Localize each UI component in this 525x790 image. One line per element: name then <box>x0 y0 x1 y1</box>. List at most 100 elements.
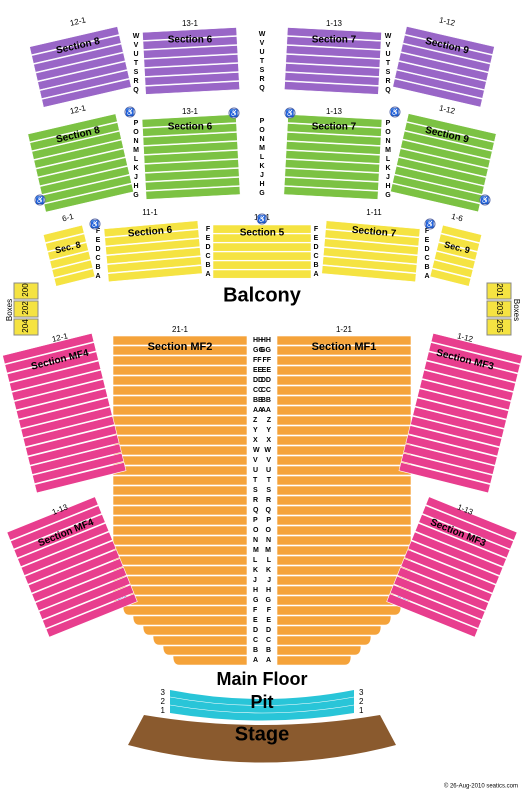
svg-text:J: J <box>134 174 138 181</box>
svg-text:V: V <box>260 40 265 47</box>
svg-text:N: N <box>385 138 390 145</box>
svg-text:E: E <box>206 235 211 242</box>
svg-text:W: W <box>253 447 260 454</box>
svg-text:A: A <box>253 657 258 664</box>
svg-text:1-21: 1-21 <box>336 325 353 334</box>
svg-text:DD: DD <box>261 377 271 384</box>
svg-text:G: G <box>259 190 265 197</box>
svg-text:X: X <box>266 437 271 444</box>
svg-text:H: H <box>266 587 271 594</box>
svg-text:U: U <box>133 51 138 58</box>
svg-text:P: P <box>386 120 391 127</box>
svg-text:205: 205 <box>495 319 504 333</box>
svg-text:B: B <box>205 262 210 269</box>
svg-text:C: C <box>313 253 318 260</box>
svg-text:Boxes: Boxes <box>5 299 14 321</box>
svg-text:1-13: 1-13 <box>326 19 343 28</box>
seating-chart: StagePit321321Main FloorHHHHGGGGFFFFEEEE… <box>0 0 525 790</box>
svg-text:1: 1 <box>359 706 364 715</box>
svg-text:M: M <box>253 547 259 554</box>
svg-text:O: O <box>133 129 139 136</box>
svg-text:T: T <box>260 58 265 65</box>
svg-text:Q: Q <box>385 87 391 94</box>
svg-text:♿: ♿ <box>230 108 239 117</box>
svg-text:K: K <box>253 567 258 574</box>
svg-text:L: L <box>260 154 265 161</box>
svg-text:♿: ♿ <box>426 219 435 228</box>
svg-text:L: L <box>134 156 139 163</box>
svg-text:J: J <box>386 174 390 181</box>
svg-text:13-1: 13-1 <box>182 19 199 28</box>
svg-text:M: M <box>265 547 271 554</box>
svg-text:K: K <box>259 163 264 170</box>
svg-text:Stage: Stage <box>235 723 289 745</box>
svg-text:1: 1 <box>161 706 166 715</box>
svg-text:G: G <box>385 192 391 199</box>
svg-text:Y: Y <box>253 427 258 434</box>
svg-text:J: J <box>260 172 264 179</box>
svg-text:FF: FF <box>262 357 271 364</box>
svg-text:M: M <box>259 145 265 152</box>
svg-text:C: C <box>253 637 258 644</box>
svg-text:G: G <box>253 597 259 604</box>
svg-text:D: D <box>266 627 271 634</box>
svg-text:P: P <box>260 118 265 125</box>
svg-text:1-12: 1-12 <box>438 103 456 115</box>
svg-text:Z: Z <box>253 417 258 424</box>
svg-text:BB: BB <box>261 397 271 404</box>
svg-text:B: B <box>313 262 318 269</box>
svg-text:♿: ♿ <box>91 219 100 228</box>
svg-text:R: R <box>259 76 264 83</box>
svg-text:R: R <box>266 497 271 504</box>
svg-text:R: R <box>253 497 258 504</box>
svg-text:P: P <box>266 517 271 524</box>
svg-text:W: W <box>133 33 140 40</box>
svg-text:Boxes: Boxes <box>512 299 521 321</box>
svg-text:EE: EE <box>262 367 272 374</box>
svg-text:V: V <box>253 457 258 464</box>
svg-text:S: S <box>386 69 391 76</box>
svg-text:X: X <box>253 437 258 444</box>
svg-text:K: K <box>133 165 138 172</box>
svg-text:N: N <box>266 537 271 544</box>
svg-text:U: U <box>385 51 390 58</box>
svg-text:C: C <box>424 255 429 262</box>
svg-text:W: W <box>385 33 392 40</box>
svg-text:F: F <box>314 226 319 233</box>
svg-text:Z: Z <box>267 417 272 424</box>
svg-text:C: C <box>266 637 271 644</box>
svg-text:H: H <box>253 587 258 594</box>
svg-text:H: H <box>133 183 138 190</box>
svg-text:K: K <box>266 567 271 574</box>
svg-text:O: O <box>259 127 265 134</box>
svg-text:R: R <box>385 78 390 85</box>
svg-text:L: L <box>253 557 258 564</box>
svg-text:N: N <box>259 136 264 143</box>
svg-text:B: B <box>253 647 258 654</box>
svg-text:D: D <box>313 244 318 251</box>
svg-text:Section 7: Section 7 <box>312 122 357 133</box>
svg-text:Section MF1: Section MF1 <box>312 341 377 353</box>
svg-text:J: J <box>267 577 271 584</box>
svg-text:Balcony: Balcony <box>223 284 302 306</box>
svg-text:L: L <box>386 156 391 163</box>
svg-text:F: F <box>267 607 272 614</box>
svg-text:Y: Y <box>266 427 271 434</box>
svg-text:A: A <box>266 657 271 664</box>
svg-text:S: S <box>266 487 271 494</box>
svg-text:R: R <box>133 78 138 85</box>
svg-text:A: A <box>95 273 100 280</box>
svg-text:♿: ♿ <box>126 107 135 116</box>
svg-text:13-1: 13-1 <box>182 107 199 116</box>
svg-text:D: D <box>95 246 100 253</box>
svg-text:S: S <box>134 69 139 76</box>
svg-text:G: G <box>133 192 139 199</box>
svg-text:A: A <box>205 271 210 278</box>
svg-text:3: 3 <box>161 688 166 697</box>
svg-text:G: G <box>266 597 272 604</box>
svg-text:N: N <box>253 537 258 544</box>
svg-text:3: 3 <box>359 688 364 697</box>
svg-text:A: A <box>424 273 429 280</box>
svg-text:HH: HH <box>261 337 271 344</box>
svg-text:B: B <box>424 264 429 271</box>
